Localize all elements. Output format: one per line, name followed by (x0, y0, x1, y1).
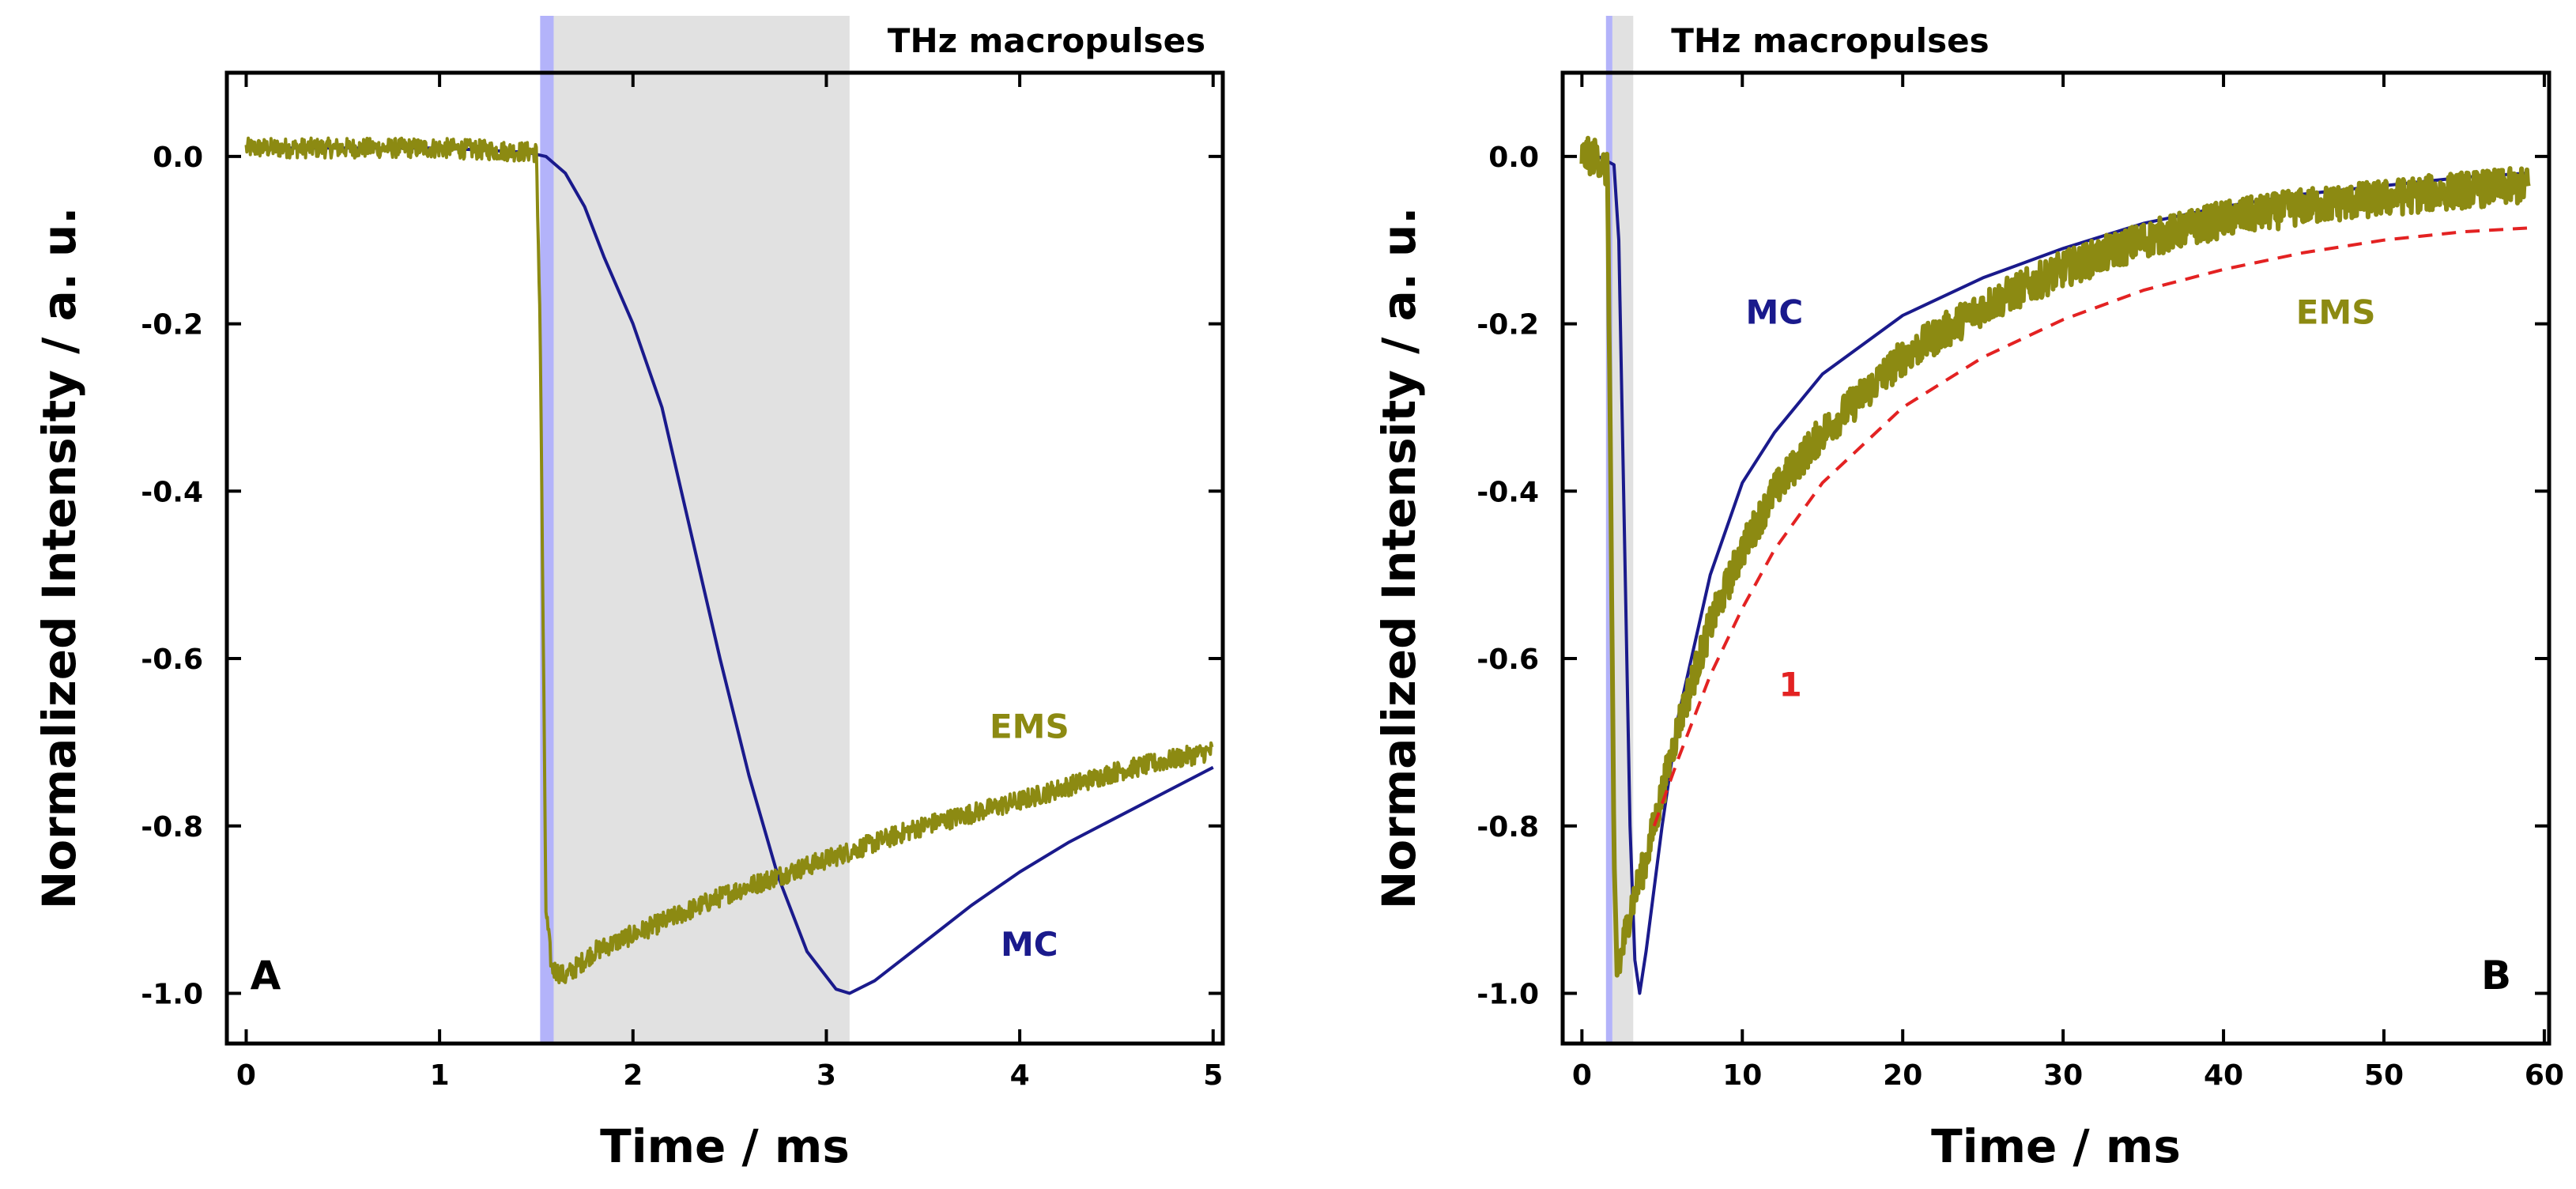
series-annotation: EMS (990, 708, 1069, 746)
series-annotation: MC (1001, 925, 1058, 964)
x-tick-label: 50 (2364, 1059, 2404, 1092)
y-tick-label: -1.0 (141, 978, 203, 1010)
shaded-region-label: THz macropulses (888, 21, 1205, 60)
y-axis-title: Normalized Intensity / a. u. (32, 207, 86, 910)
x-tick-label: 40 (2204, 1059, 2243, 1092)
chart-panel-a: THz macropulses 0 1 2 3 4 5 0.0 -0.2 -0.4 -0.6 -0.8… (32, 16, 1225, 1173)
y-tick-label: -0.6 (1477, 644, 1539, 676)
series-annotation: MC (1746, 293, 1804, 332)
x-axis-title: Time / ms (600, 1119, 850, 1173)
series-line-1 (1652, 225, 2536, 827)
x-tick-label: 60 (2525, 1059, 2564, 1092)
y-tick-label: -0.4 (141, 476, 203, 508)
x-tick-label: 0 (236, 1059, 256, 1092)
x-tick-label: 1 (430, 1059, 450, 1092)
chart-panel-b: THz macropulses 0 10 20 30 40 50 60 0.0 -0.2 -0.4 -… (1372, 16, 2564, 1173)
x-axis-title: Time / ms (1931, 1119, 2181, 1173)
plot-frame (1560, 70, 2551, 1046)
y-tick-label: 0.0 (1488, 142, 1539, 174)
x-tick-label: 3 (817, 1059, 836, 1092)
y-axis-title: Normalized Intensity / a. u. (1372, 207, 1426, 910)
y-tick-label: -0.8 (141, 811, 203, 844)
y-tick-label: -0.2 (141, 309, 203, 342)
series-line-mc (246, 146, 1214, 995)
shaded-region-label: THz macropulses (1671, 21, 1989, 60)
series-line-ems (244, 136, 1214, 984)
y-tick-label: -1.0 (1477, 978, 1539, 1010)
y-tick-label: -0.6 (141, 644, 203, 676)
y-tick-label: -0.2 (1477, 309, 1539, 342)
panel-letter: A (251, 953, 281, 998)
series-annotation: 1 (1779, 666, 1802, 704)
x-tick-label: 2 (623, 1059, 643, 1092)
panel-letter: B (2481, 953, 2511, 998)
x-tick-label: 4 (1010, 1059, 1030, 1092)
series-annotation: EMS (2296, 293, 2376, 332)
y-tick-label: -0.4 (1477, 476, 1539, 508)
series-group (244, 136, 1214, 995)
x-tick-label: 5 (1203, 1059, 1223, 1092)
x-tick-label: 30 (2043, 1059, 2083, 1092)
y-tick-label: 0.0 (153, 142, 203, 174)
x-tick-label: 10 (1722, 1059, 1762, 1092)
x-tick-label: 20 (1883, 1059, 1922, 1092)
plot-frame (224, 70, 1225, 1046)
series-group (1579, 135, 2536, 995)
y-tick-label: -0.8 (1477, 811, 1539, 844)
x-tick-label: 0 (1572, 1059, 1592, 1092)
series-line-ems (1579, 135, 2531, 978)
shaded-region (553, 16, 850, 1044)
